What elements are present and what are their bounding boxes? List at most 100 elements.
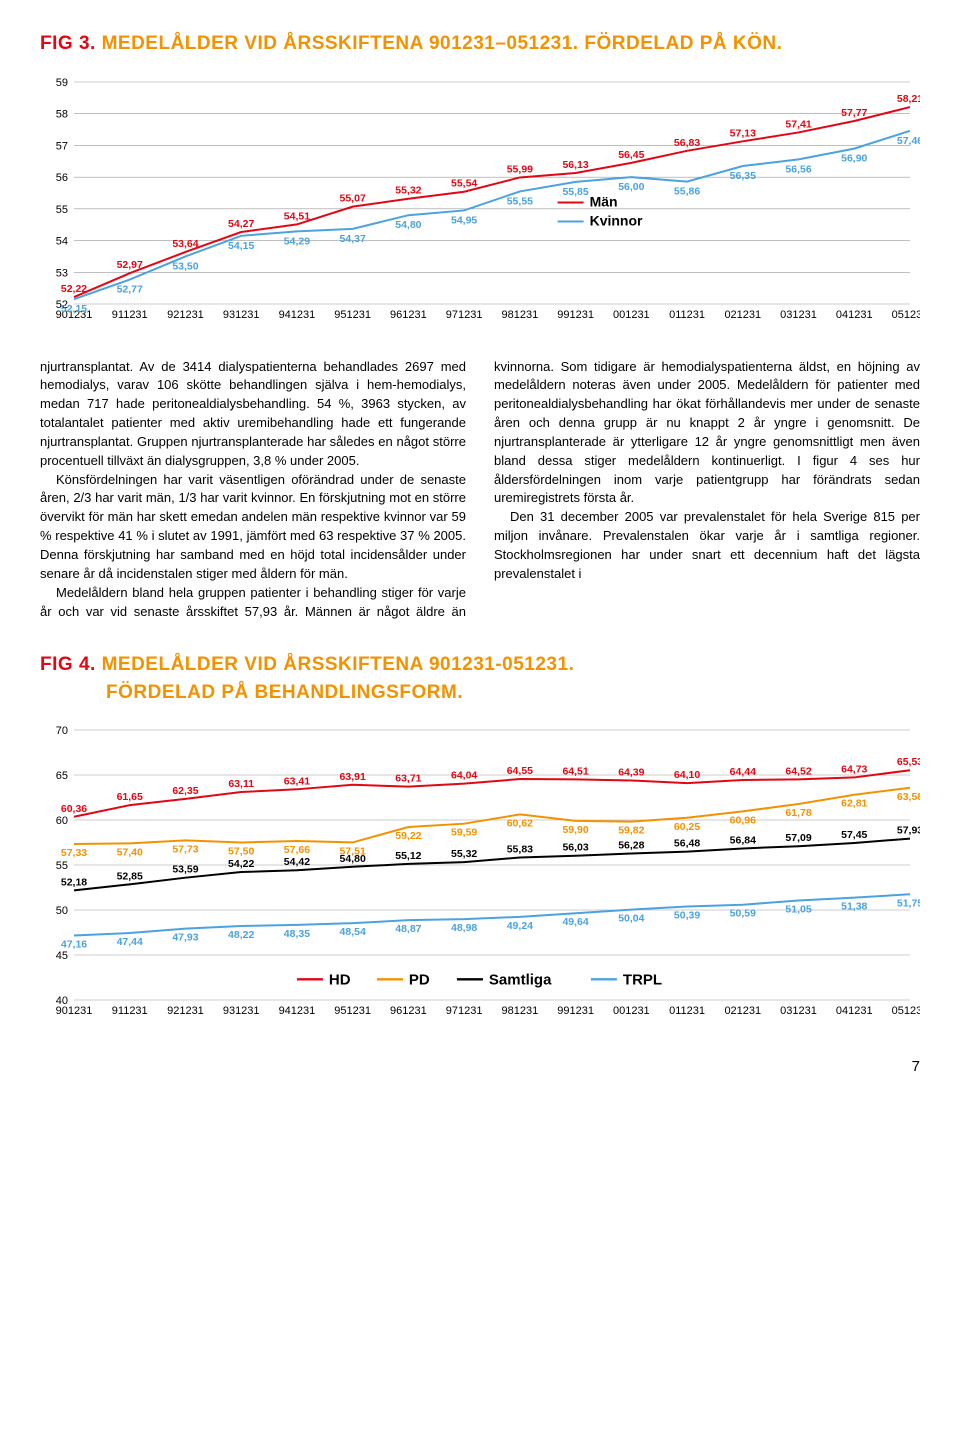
svg-text:57,41: 57,41	[785, 118, 811, 130]
svg-text:57,13: 57,13	[730, 127, 756, 139]
svg-text:48,35: 48,35	[284, 928, 310, 940]
svg-text:931231: 931231	[223, 309, 260, 321]
svg-text:64,10: 64,10	[674, 770, 700, 782]
svg-text:53,59: 53,59	[172, 864, 198, 876]
svg-text:54,80: 54,80	[340, 853, 366, 865]
svg-text:981231: 981231	[502, 309, 539, 321]
svg-text:041231: 041231	[836, 1005, 873, 1017]
svg-text:62,35: 62,35	[172, 785, 198, 797]
svg-text:55,07: 55,07	[340, 192, 366, 204]
svg-text:55: 55	[56, 860, 68, 872]
svg-text:Samtliga: Samtliga	[489, 972, 552, 989]
svg-text:001231: 001231	[613, 1005, 650, 1017]
svg-text:55,83: 55,83	[507, 844, 533, 856]
svg-text:971231: 971231	[446, 309, 483, 321]
svg-text:52,85: 52,85	[117, 871, 143, 883]
svg-text:56,35: 56,35	[730, 170, 756, 182]
svg-text:59,90: 59,90	[562, 824, 588, 836]
svg-text:051231: 051231	[892, 309, 920, 321]
svg-text:971231: 971231	[446, 1005, 483, 1017]
svg-text:60,25: 60,25	[674, 821, 700, 833]
fig3-chart: 5253545556575859901231911231921231931231…	[40, 68, 920, 328]
svg-text:51,05: 51,05	[785, 904, 811, 916]
svg-text:57,33: 57,33	[61, 847, 87, 859]
svg-text:51,75: 51,75	[897, 898, 920, 910]
svg-text:50,59: 50,59	[730, 908, 756, 920]
body-text: njurtransplantat. Av de 3414 dialyspatie…	[40, 358, 920, 622]
document-page: FIG 3. MEDELÅLDER VID ÅRSSKIFTENA 901231…	[0, 0, 960, 1098]
svg-text:55,55: 55,55	[507, 195, 533, 207]
fig3-caption: MEDELÅLDER VID ÅRSSKIFTENA 901231–051231…	[102, 33, 783, 54]
svg-text:54: 54	[56, 235, 68, 247]
svg-text:57,40: 57,40	[117, 847, 143, 859]
svg-text:TRPL: TRPL	[623, 972, 662, 989]
fig4-caption-line1: MEDELÅLDER VID ÅRSSKIFTENA 901231-051231…	[102, 654, 575, 675]
svg-text:63,58: 63,58	[897, 791, 920, 803]
svg-text:951231: 951231	[334, 1005, 371, 1017]
svg-text:60,36: 60,36	[61, 803, 87, 815]
svg-text:56,48: 56,48	[674, 838, 700, 850]
svg-text:50: 50	[56, 905, 68, 917]
svg-text:55,85: 55,85	[562, 185, 588, 197]
svg-text:65,53: 65,53	[897, 757, 920, 769]
svg-text:HD: HD	[329, 972, 351, 989]
fig4-title: FIG 4. MEDELÅLDER VID ÅRSSKIFTENA 901231…	[40, 651, 920, 706]
svg-text:921231: 921231	[167, 309, 204, 321]
svg-text:63,71: 63,71	[395, 773, 421, 785]
svg-text:941231: 941231	[279, 1005, 316, 1017]
svg-text:53,50: 53,50	[172, 260, 198, 272]
svg-text:57,73: 57,73	[172, 844, 198, 856]
svg-text:56,45: 56,45	[618, 148, 644, 160]
svg-text:50,04: 50,04	[618, 913, 644, 925]
svg-text:54,37: 54,37	[340, 232, 366, 244]
svg-text:70: 70	[56, 725, 68, 737]
svg-text:53,64: 53,64	[172, 238, 198, 250]
svg-text:57,09: 57,09	[785, 833, 811, 845]
svg-text:54,51: 54,51	[284, 210, 310, 222]
fig3-number: FIG 3.	[40, 33, 96, 54]
svg-text:63,11: 63,11	[228, 778, 254, 790]
svg-text:60,62: 60,62	[507, 818, 533, 830]
svg-text:52,18: 52,18	[61, 877, 87, 889]
svg-text:52,22: 52,22	[61, 283, 87, 295]
svg-text:57,50: 57,50	[228, 846, 254, 858]
fig4-chart: 4045505560657090123191123192123193123194…	[40, 716, 920, 1026]
svg-text:021231: 021231	[724, 1005, 761, 1017]
svg-text:961231: 961231	[390, 1005, 427, 1017]
fig3-title: FIG 3. MEDELÅLDER VID ÅRSSKIFTENA 901231…	[40, 30, 920, 58]
svg-text:48,54: 48,54	[340, 927, 366, 939]
svg-text:54,42: 54,42	[284, 857, 310, 869]
svg-text:961231: 961231	[390, 309, 427, 321]
svg-text:981231: 981231	[502, 1005, 539, 1017]
svg-text:58,21: 58,21	[897, 93, 920, 105]
svg-text:50,39: 50,39	[674, 910, 700, 922]
svg-text:48,87: 48,87	[395, 924, 421, 936]
svg-text:941231: 941231	[279, 309, 316, 321]
svg-text:901231: 901231	[56, 1005, 93, 1017]
svg-text:911231: 911231	[112, 1005, 148, 1017]
svg-text:64,52: 64,52	[785, 766, 811, 778]
svg-text:64,55: 64,55	[507, 766, 533, 778]
svg-text:991231: 991231	[557, 1005, 594, 1017]
fig4-caption-line2: FÖRDELAD PÅ BEHANDLINGSFORM.	[106, 682, 463, 703]
svg-text:48,98: 48,98	[451, 923, 477, 935]
svg-text:58: 58	[56, 108, 68, 120]
svg-text:55,32: 55,32	[395, 184, 421, 196]
fig4-number: FIG 4.	[40, 654, 96, 675]
svg-text:59: 59	[56, 77, 68, 89]
svg-text:54,80: 54,80	[395, 219, 421, 231]
svg-text:54,29: 54,29	[284, 235, 310, 247]
svg-text:54,15: 54,15	[228, 239, 254, 251]
svg-text:63,91: 63,91	[340, 771, 366, 783]
svg-text:56,00: 56,00	[618, 181, 644, 193]
svg-text:59,82: 59,82	[618, 825, 644, 837]
svg-text:59,22: 59,22	[395, 830, 421, 842]
paragraph: Könsfördelningen har varit väsentligen o…	[40, 471, 466, 584]
svg-text:011231: 011231	[669, 1005, 705, 1017]
svg-text:60,96: 60,96	[730, 815, 756, 827]
svg-text:61,78: 61,78	[785, 807, 811, 819]
svg-text:041231: 041231	[836, 309, 873, 321]
svg-text:64,51: 64,51	[562, 766, 588, 778]
svg-text:56: 56	[56, 172, 68, 184]
svg-text:56,90: 56,90	[841, 152, 867, 164]
